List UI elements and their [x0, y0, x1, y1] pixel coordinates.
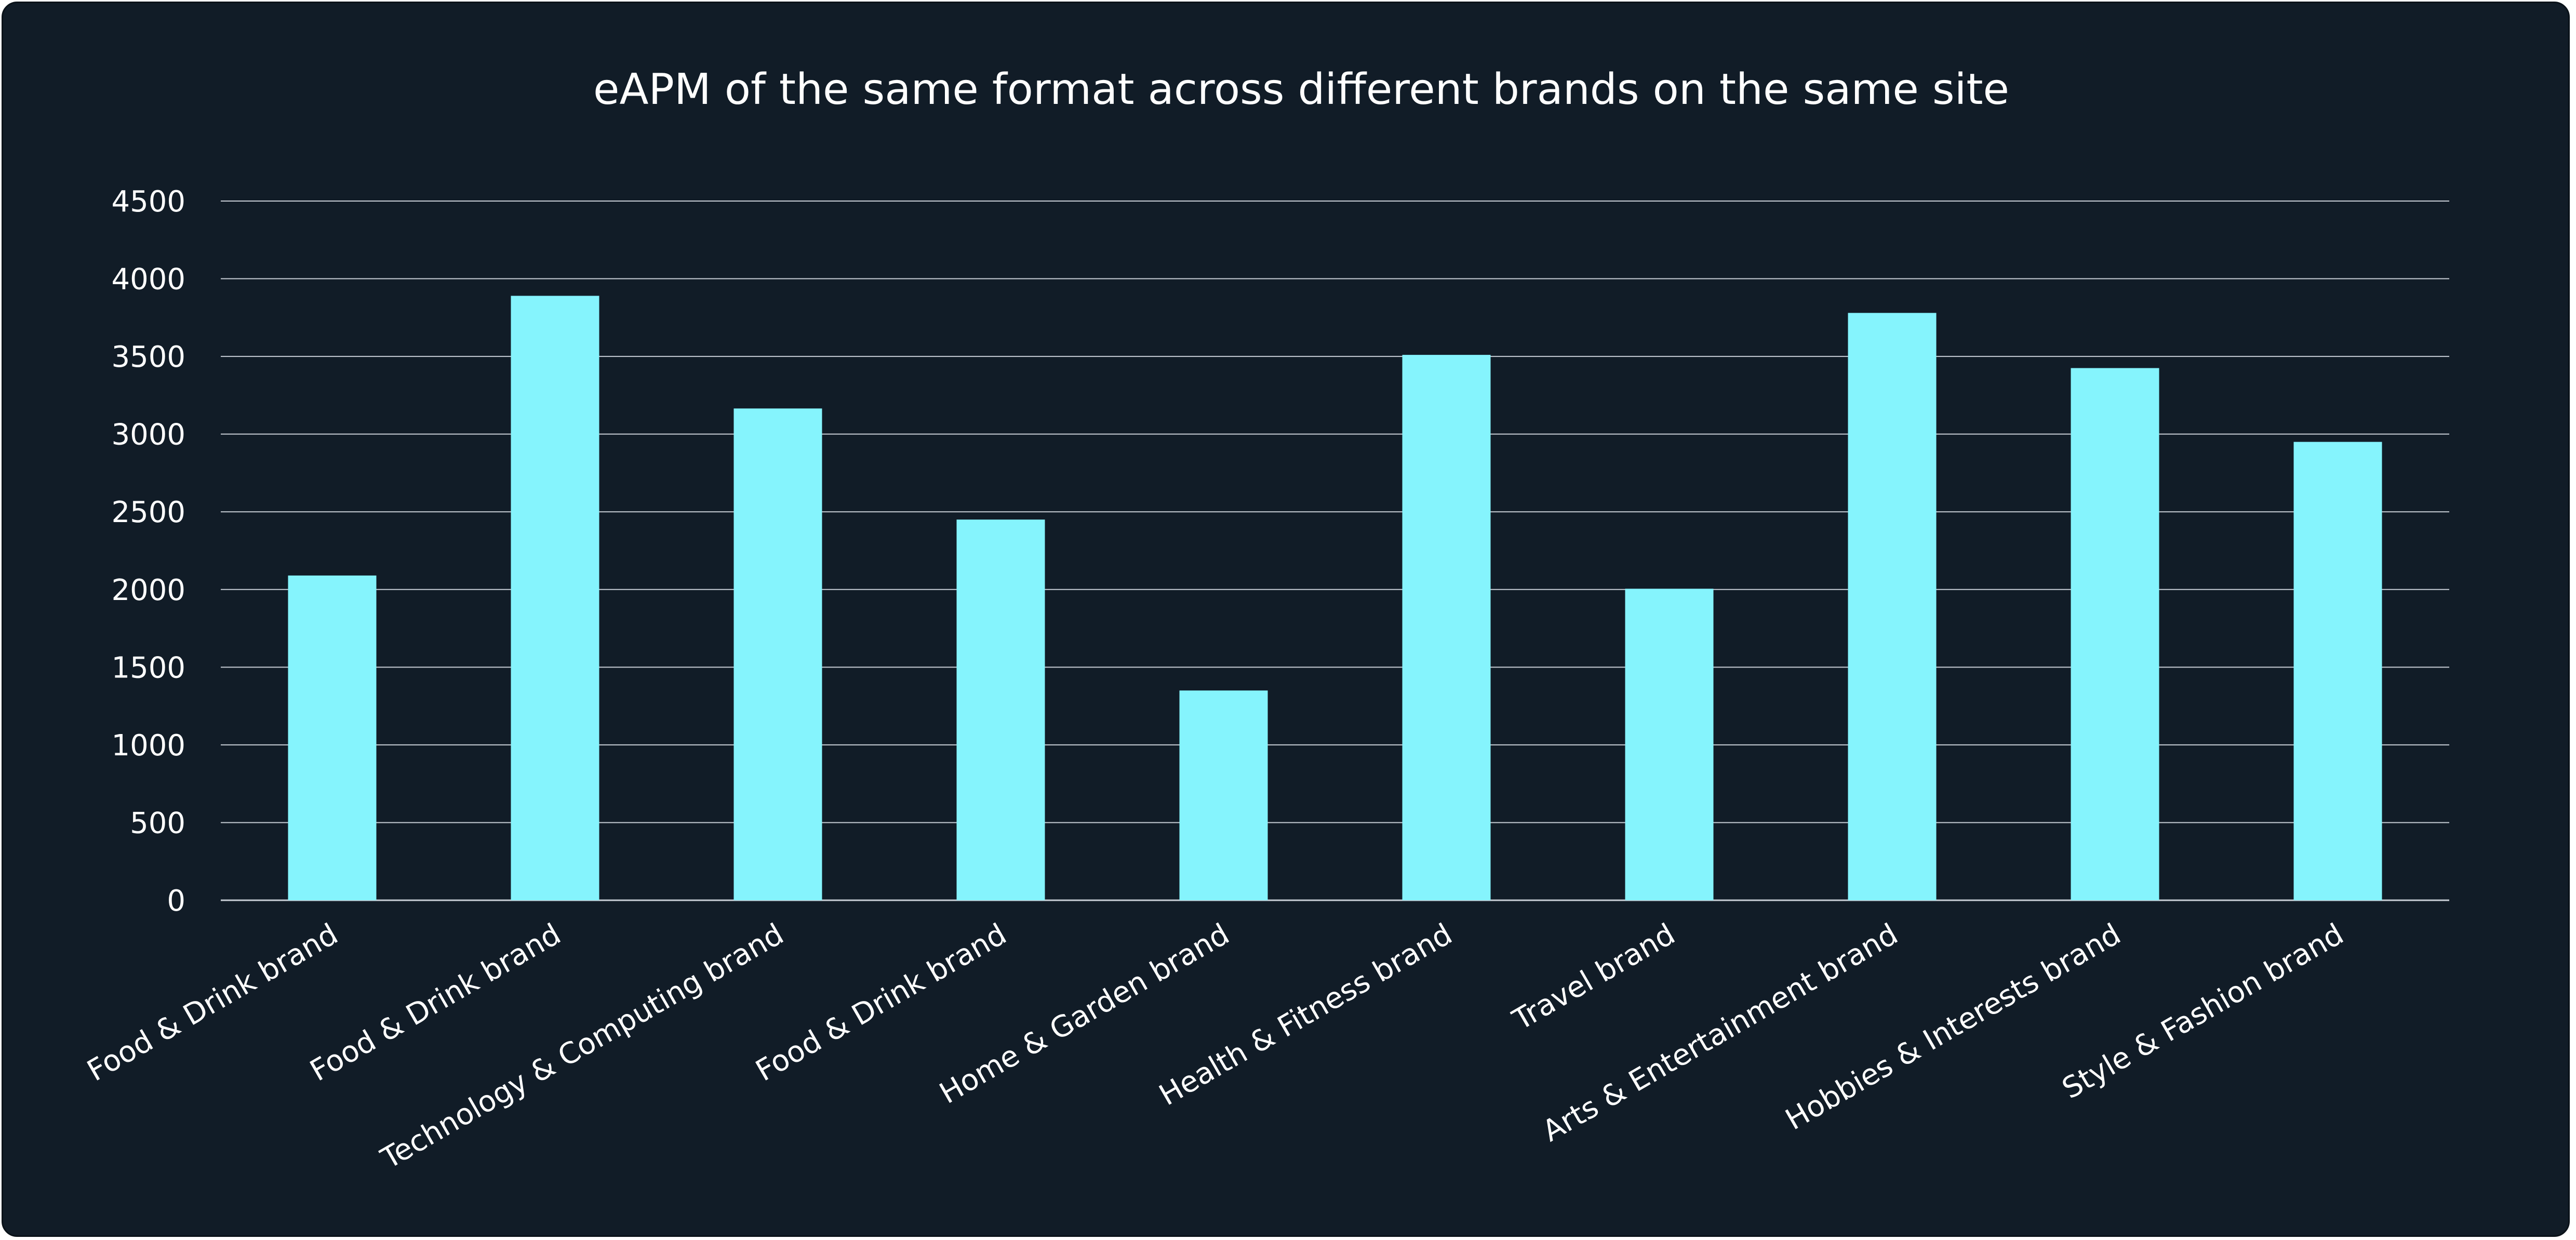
y-tick-label: 500: [130, 806, 185, 840]
bar: [288, 575, 377, 900]
bar: [2293, 442, 2382, 900]
bar: [1848, 313, 1937, 900]
bar: [956, 519, 1045, 900]
bar: [1625, 589, 1714, 900]
y-tick-label: 1000: [111, 729, 185, 763]
y-tick-label: 4500: [111, 185, 185, 219]
y-tick-label: 2000: [111, 574, 185, 607]
y-axis-tick-labels: 0 500 1000 1500 2000 2500 3000 3500 4000 4500: [111, 185, 185, 918]
y-tick-label: 3500: [111, 340, 185, 374]
x-category-label: Arts & Entertainment brand: [1537, 917, 1904, 1149]
bar: [1179, 690, 1268, 900]
y-tick-label: 3000: [111, 418, 185, 452]
y-tick-label: 1500: [111, 651, 185, 685]
bar: [511, 296, 599, 900]
chart-title: eAPM of the same format across different…: [593, 65, 2009, 114]
bar: [733, 408, 822, 900]
bar: [1402, 355, 1491, 900]
bars: [288, 296, 2382, 900]
y-tick-label: 4000: [111, 263, 185, 297]
bar: [2071, 368, 2159, 900]
y-tick-label: 2500: [111, 496, 185, 529]
x-category-label: Travel brand: [1507, 917, 1681, 1037]
x-category-label: Food & Drink brand: [82, 917, 343, 1088]
y-tick-label: 0: [167, 884, 185, 918]
x-category-label: Technology & Computing brand: [375, 917, 789, 1176]
